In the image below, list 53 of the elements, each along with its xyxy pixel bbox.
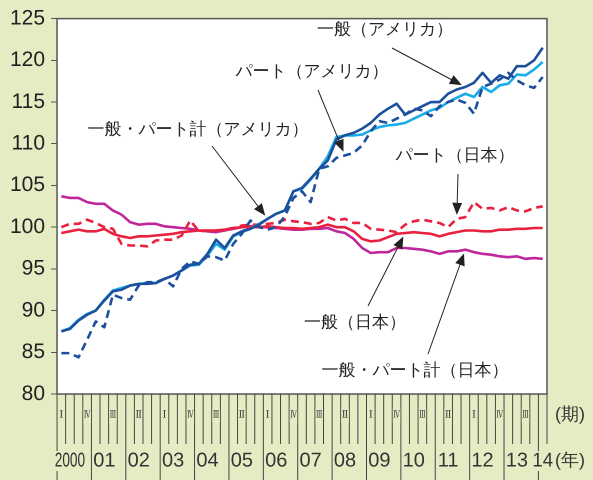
- x-tick-label: 02: [128, 450, 150, 472]
- text: 一般・パート計（日本）: [322, 360, 508, 380]
- x-tick-label: 05: [230, 450, 253, 472]
- y-tick-label: 125: [10, 6, 46, 30]
- text: Ⅰ: [266, 410, 270, 421]
- text: Ⅱ: [444, 409, 452, 421]
- x-tick-label: 10: [402, 450, 425, 472]
- x-axis-title: (年): [555, 450, 585, 470]
- y-tick-label: 105: [10, 173, 46, 196]
- text: パート（日本）: [394, 146, 514, 165]
- y-tick-label: 95: [22, 256, 46, 280]
- text: 一般（アメリカ）: [317, 20, 453, 39]
- text: Ⅲ: [522, 409, 529, 422]
- series-label: 一般・パート計（アメリカ）: [88, 120, 308, 139]
- x-tick-label: 03: [162, 450, 184, 472]
- x-tick-label: 2000: [54, 448, 86, 472]
- x-tick-label: 04: [196, 450, 219, 472]
- text: Ⅰ: [472, 410, 476, 421]
- x-tick-label: 14: [532, 450, 554, 472]
- x-tick-label: 11: [438, 450, 459, 472]
- x-tick-label: 08: [334, 450, 356, 472]
- text: Ⅰ: [59, 410, 64, 421]
- y-tick-label: 120: [10, 48, 46, 72]
- text: Ⅱ: [238, 409, 246, 421]
- x-tick-label: 07: [299, 450, 322, 472]
- text: Ⅳ: [496, 408, 504, 420]
- x-tick-label: 09: [368, 450, 391, 472]
- text: Ⅰ: [162, 410, 167, 421]
- y-tick-label: 100: [10, 214, 46, 238]
- text: Ⅲ: [212, 409, 220, 422]
- y-tick-label: 110: [12, 132, 46, 155]
- text: Ⅲ: [316, 409, 323, 422]
- x-tick-label: 01: [93, 450, 116, 472]
- text: Ⅲ: [419, 409, 426, 422]
- text: Ⅳ: [393, 408, 400, 420]
- text: Ⅳ: [290, 408, 298, 420]
- y-tick-label: 90: [22, 298, 46, 322]
- text: Ⅳ: [84, 408, 91, 420]
- y-tick-label: 115: [12, 90, 46, 113]
- y-tick-label: 85: [22, 340, 46, 364]
- text: Ⅲ: [110, 409, 116, 422]
- line-series: [60, 200, 544, 248]
- x-tick-label: 12: [471, 450, 494, 472]
- x-tick-label: 13: [506, 450, 528, 472]
- text: パート（アメリカ）: [234, 62, 388, 81]
- text: Ⅳ: [186, 408, 194, 420]
- x-tick-label: 06: [265, 450, 288, 472]
- y-tick-label: 80: [22, 382, 46, 405]
- text: Ⅱ: [135, 409, 142, 421]
- text: 一般（日本）: [304, 312, 406, 332]
- text: Ⅰ: [368, 410, 373, 421]
- text: Ⅱ: [342, 409, 349, 421]
- x2-axis-title: (期): [555, 404, 585, 424]
